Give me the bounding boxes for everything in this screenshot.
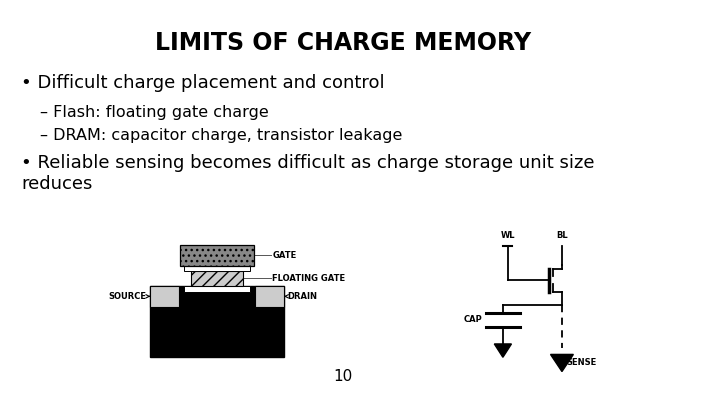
Text: 10: 10 bbox=[333, 369, 353, 384]
Text: FLOATING GATE: FLOATING GATE bbox=[272, 274, 346, 283]
Text: • Difficult charge placement and control: • Difficult charge placement and control bbox=[21, 75, 384, 92]
Bar bbox=[150, 286, 179, 307]
Text: GATE: GATE bbox=[272, 251, 297, 260]
Text: DRAIN: DRAIN bbox=[284, 292, 318, 301]
Polygon shape bbox=[551, 354, 573, 371]
Text: SOURCE: SOURCE bbox=[109, 292, 150, 301]
Bar bbox=[184, 266, 251, 271]
Bar bbox=[180, 245, 254, 266]
Text: CAP: CAP bbox=[463, 315, 482, 324]
Bar bbox=[192, 271, 243, 286]
Text: • Reliable sensing becomes difficult as charge storage unit size
reduces: • Reliable sensing becomes difficult as … bbox=[21, 154, 595, 193]
Bar bbox=[150, 286, 284, 357]
Text: WL: WL bbox=[500, 231, 515, 240]
Text: LIMITS OF CHARGE MEMORY: LIMITS OF CHARGE MEMORY bbox=[155, 31, 531, 55]
Text: – DRAM: capacitor charge, transistor leakage: – DRAM: capacitor charge, transistor lea… bbox=[40, 128, 402, 143]
Polygon shape bbox=[495, 344, 511, 357]
Text: – Flash: floating gate charge: – Flash: floating gate charge bbox=[40, 105, 269, 120]
Bar bbox=[184, 286, 251, 292]
Bar bbox=[256, 286, 284, 307]
Text: BL: BL bbox=[556, 231, 568, 240]
Text: SENSE: SENSE bbox=[567, 358, 597, 367]
